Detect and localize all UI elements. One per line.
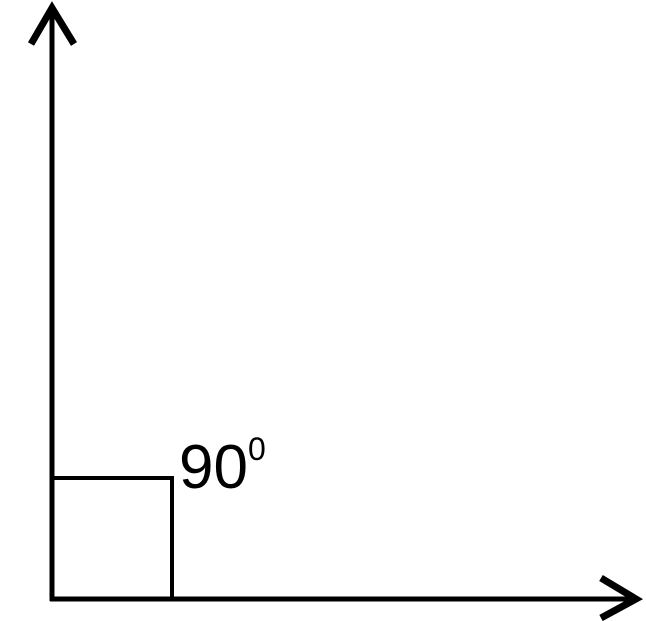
right-arrowhead-icon xyxy=(599,574,644,621)
angle-label: 900 xyxy=(179,433,266,499)
angle-label-superscript: 0 xyxy=(247,431,266,467)
angle-label-value: 90 xyxy=(179,433,248,502)
right-angle-square-marker xyxy=(52,476,174,599)
up-arrowhead-icon xyxy=(27,1,77,46)
